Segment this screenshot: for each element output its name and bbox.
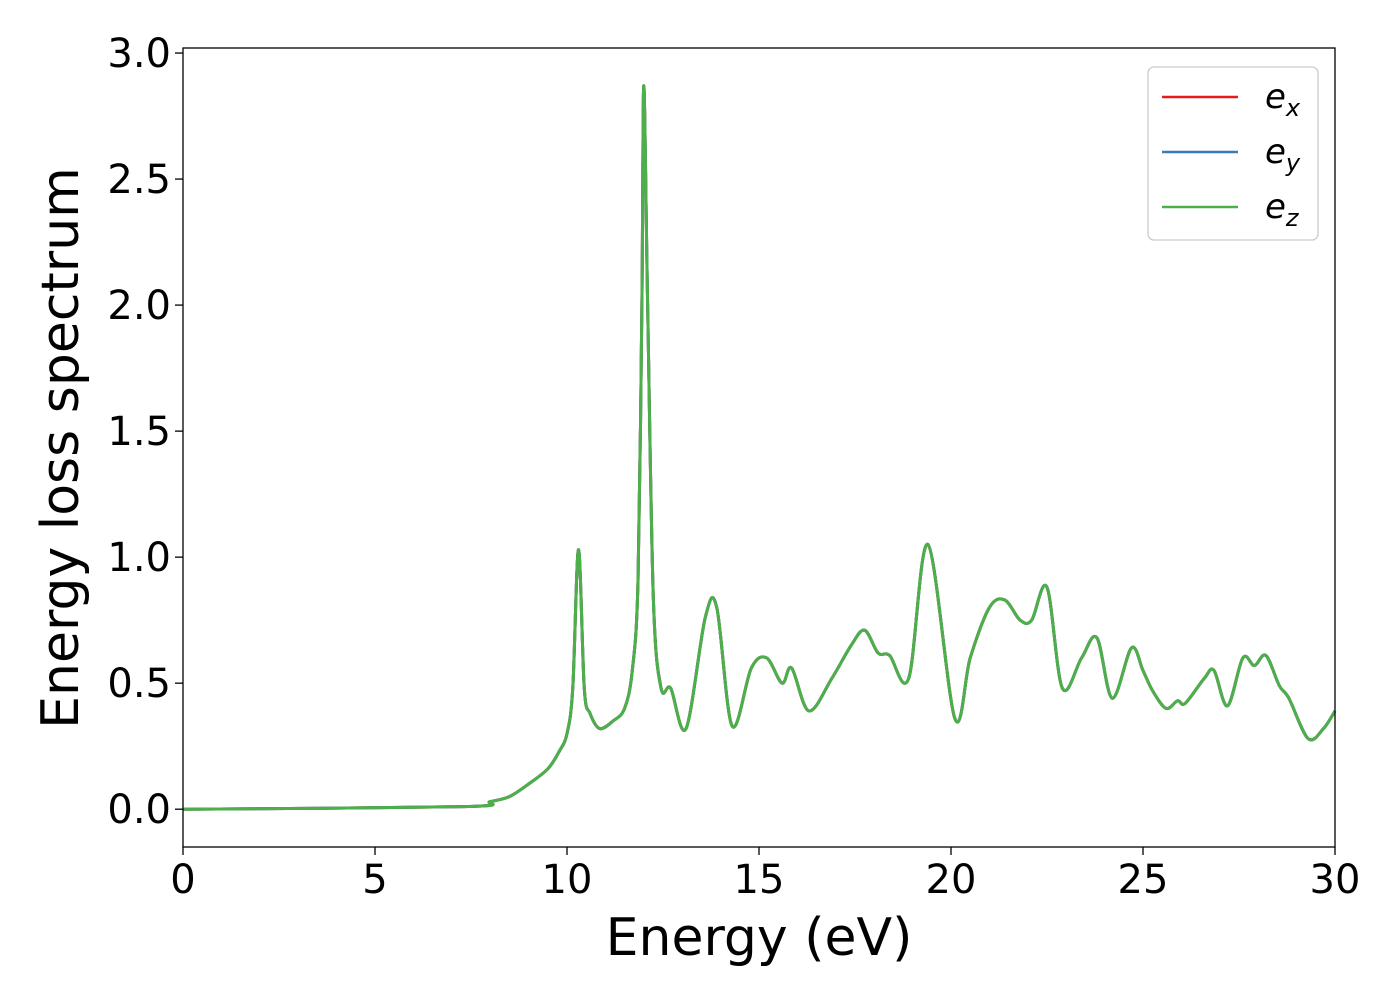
series-line-ez [182, 84, 1337, 811]
legend-label-ex: ex [1265, 77, 1301, 122]
y-axis-label: Energy loss spectrum [31, 167, 91, 729]
x-tick-label: 25 [1118, 857, 1169, 903]
x-tick-label: 15 [734, 857, 785, 903]
series-lines [182, 84, 1337, 811]
y-axis: 0.0 0.5 1.0 1.5 2.0 2.5 3.0 [107, 31, 183, 833]
y-tick-label: 3.0 [107, 31, 171, 77]
x-axis: 0 5 10 15 20 25 30 [170, 847, 1360, 903]
y-tick-label: 1.5 [107, 409, 171, 455]
legend-label-ey: ey [1265, 132, 1301, 177]
legend-label-ez: ez [1265, 187, 1300, 232]
x-tick-label: 5 [362, 857, 387, 903]
y-tick-label: 1.0 [107, 535, 171, 581]
y-tick-label: 2.5 [107, 157, 171, 203]
y-tick-label: 0.5 [107, 661, 171, 707]
x-tick-label: 10 [542, 857, 593, 903]
x-axis-label: Energy (eV) [606, 908, 913, 968]
x-tick-label: 20 [926, 857, 977, 903]
x-tick-label: 30 [1310, 857, 1361, 903]
legend: ex ey ez [1147, 66, 1319, 241]
y-tick-label: 0.0 [107, 787, 171, 833]
y-tick-label: 2.0 [107, 283, 171, 329]
x-tick-label: 0 [170, 857, 195, 903]
legend-box [1147, 66, 1319, 241]
